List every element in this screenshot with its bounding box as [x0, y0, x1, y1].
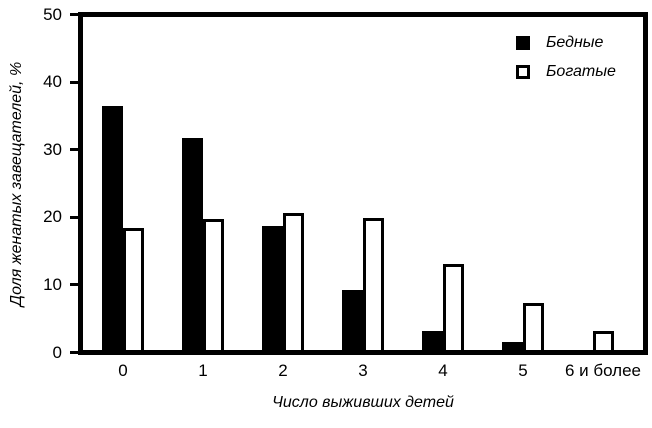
x-tick-label-2: 2: [278, 361, 288, 380]
plot-area: Бедные Богатые: [78, 12, 648, 355]
y-tick-label-30: 30: [43, 139, 62, 159]
x-tick-label-3: 3: [358, 361, 368, 380]
y-tick-label-20: 20: [43, 207, 62, 227]
bar-group-3: [323, 17, 403, 350]
bar-Бедные-4: [422, 331, 443, 350]
y-tick-mark: [70, 351, 78, 354]
legend-swatch-outline-icon: [516, 64, 530, 79]
bar-Богатые-3: [363, 218, 384, 350]
y-tick-mark: [70, 148, 78, 152]
bar-Бедные-1: [182, 138, 203, 350]
bar-Богатые-0: [123, 228, 144, 350]
bar-group-5: [483, 17, 563, 350]
bar-group-4: [403, 17, 483, 350]
y-tick-mark: [70, 13, 78, 16]
bar-Богатые-1: [203, 219, 224, 350]
bar-Бедные-5: [502, 342, 523, 350]
bar-group-6 и более: [563, 17, 643, 350]
legend-label-poor: Бедные: [546, 33, 604, 51]
bar-group-0: [83, 17, 163, 350]
bar-Бедные-3: [342, 290, 363, 350]
y-tick-mark: [70, 80, 78, 84]
x-tick-label-4: 4: [438, 361, 448, 380]
y-tick-mark: [70, 283, 78, 287]
x-axis-title: Число выживших детей: [272, 394, 454, 411]
bar-Богатые-4: [443, 264, 464, 350]
legend-swatch-filled-icon: [516, 35, 530, 50]
bars-container: [83, 17, 643, 350]
bar-group-2: [243, 17, 323, 350]
legend: Бедные Богатые: [516, 33, 616, 81]
bar-Богатые-6 и более: [592, 331, 614, 350]
bar-Бедные-2: [262, 226, 283, 350]
y-tick-label-10: 10: [43, 274, 62, 294]
bar-Богатые-5: [523, 303, 544, 350]
legend-label-rich: Богатые: [546, 62, 616, 80]
y-tick-label-40: 40: [43, 72, 62, 92]
x-tick-label-5: 5: [518, 361, 528, 380]
y-tick-mark: [70, 215, 78, 219]
y-tick-label-50: 50: [43, 4, 62, 24]
legend-item-poor: Бедные: [516, 33, 616, 52]
x-tick-label-1: 1: [198, 361, 208, 380]
legend-item-rich: Богатые: [516, 62, 616, 81]
x-tick-label-0: 0: [118, 361, 128, 380]
bar-group-1: [163, 17, 243, 350]
bar-Бедные-0: [102, 106, 123, 350]
bar-Богатые-2: [283, 213, 304, 350]
y-tick-label-0: 0: [52, 342, 62, 362]
x-tick-label-6 и более: 6 и более: [564, 361, 642, 380]
